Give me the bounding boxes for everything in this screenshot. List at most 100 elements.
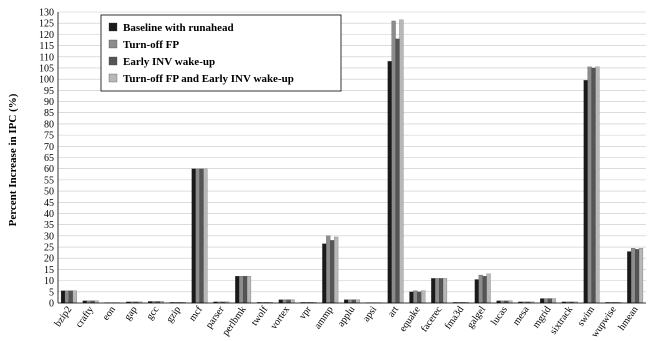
legend: Baseline with runahead Turn-off FP Early I… [100,14,342,92]
bar [344,299,349,304]
legend-swatch [108,56,118,66]
y-tick-label: 90 [44,97,54,108]
x-tick-label: twolf [249,304,271,328]
y-tick-label: 80 [44,119,54,130]
bar [587,66,592,304]
bar [409,291,414,304]
legend-swatch [108,22,118,32]
bar [322,243,327,304]
bar [235,276,240,304]
bar [413,290,418,304]
bar [334,236,339,304]
y-tick-label: 70 [44,142,54,153]
x-tick-label: swim [576,304,598,328]
bar [199,168,204,304]
bar [631,248,636,304]
bar [547,298,553,304]
bar [243,276,248,304]
y-tick-label: 60 [44,164,54,175]
y-tick-label: 55 [44,175,54,186]
legend-label: Turn-off FP [123,39,179,51]
bar [474,279,479,304]
axes [57,12,646,304]
bar [627,251,632,304]
bar [282,299,287,304]
bar [60,290,66,304]
legend-box [100,14,342,92]
bar [195,168,200,304]
y-tick-label: 25 [44,243,54,254]
x-tick-label: vortex [268,304,292,331]
legend-swatch [108,39,118,49]
x-tick-label: apsi [361,304,379,324]
bar [540,298,545,304]
bar [191,168,196,304]
x-tick-label: vpr [297,304,314,322]
y-tick-label: 110 [39,52,54,63]
y-tick-label: 10 [44,276,54,287]
y-tick-label: 20 [44,254,54,265]
x-tick-label: eon [101,304,118,322]
bar [203,168,208,304]
x-tick-label: bzip2 [53,304,75,329]
y-tick-label: 105 [39,63,54,74]
y-tick-label: 100 [39,75,54,86]
y-tick-label: 50 [44,187,54,198]
y-tick-label: 120 [39,30,54,41]
bar [421,290,426,304]
x-tick-label: lucas [489,304,510,327]
x-tick-label: crafty [74,304,96,329]
x-tick-label: art [386,304,401,319]
bar [442,278,448,304]
bar [351,299,357,304]
y-tick-label: 0 [49,299,54,310]
y-tick-label: 95 [44,86,54,97]
x-tick-label: gcc [144,304,161,322]
bar [399,19,404,304]
legend-label: Turn-off FP and Early INV wake-up [123,73,294,85]
x-tick-label: gap [122,304,139,322]
y-axis-title: Percent Increase in IPC (%) [7,93,19,226]
y-tick-label: 115 [39,41,54,52]
x-tick-label: galgel [465,304,488,331]
bar [543,298,549,304]
bar [246,276,252,304]
bar [391,20,396,304]
bar [635,249,640,304]
bar [278,299,283,304]
y-tick-label: 85 [44,108,54,119]
y-tick-label: 35 [44,220,54,231]
bar [439,278,444,304]
y-tick-label: 5 [49,287,54,298]
bar [595,66,600,304]
y-tick-label: 15 [44,265,54,276]
bar [290,299,295,304]
bar [395,38,400,304]
x-tick-label: sixtrack [548,304,575,336]
bar [68,290,73,304]
x-tick-labels: bzip2 crafty eon gap gcc gzip mcfparserperlbmk… [53,304,641,340]
bar [638,248,644,304]
bar [486,273,491,304]
y-tick-labels: 0510152025303540455055606570758085909510… [39,8,54,310]
bar [591,67,596,304]
bar [355,299,360,304]
y-tick-label: 40 [44,209,54,220]
x-tick-label: fma3d [443,304,467,331]
bar [551,298,556,304]
x-tick-label: applu [336,304,358,329]
y-tick-label: 65 [44,153,54,164]
bar [482,276,487,304]
x-tick-label: hmean [616,304,640,332]
x-tick-label: gzip [164,304,183,324]
y-tick-label: 75 [44,131,54,142]
bar [330,240,335,304]
x-tick-label: facerec [419,304,445,334]
bar [64,290,69,304]
bar [417,291,422,304]
bar [583,80,588,304]
bar [347,299,353,304]
x-tick-label: mcf [187,304,205,324]
bars [60,19,644,304]
